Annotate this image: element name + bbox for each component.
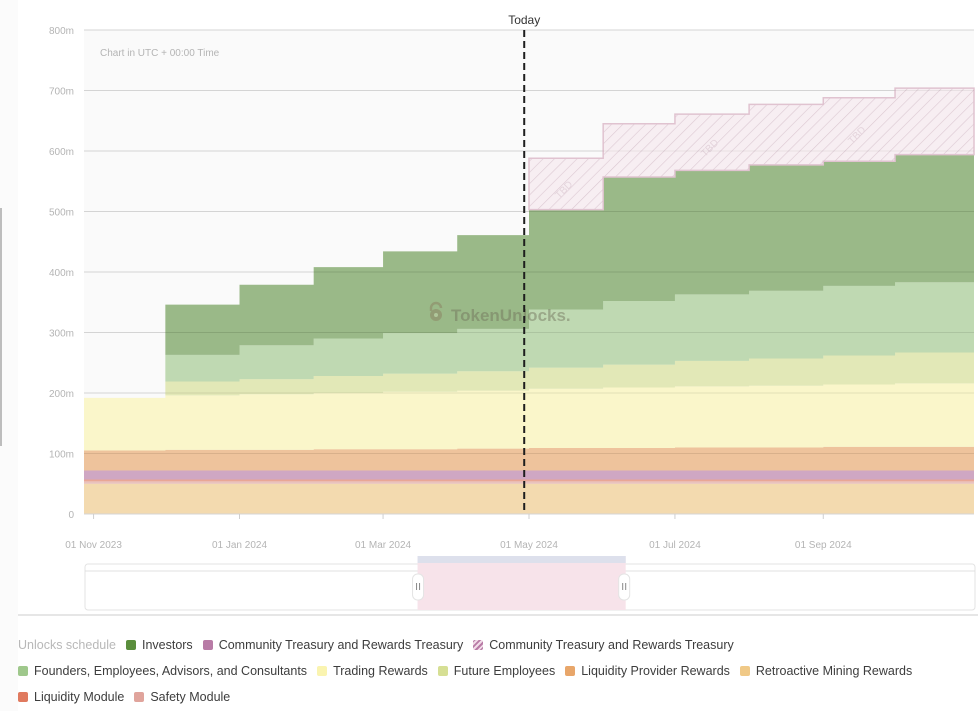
range-selector[interactable] [84, 556, 976, 611]
legend-swatch [437, 666, 448, 676]
legend-swatch-hatched [473, 640, 484, 650]
y-tick-label: 300m [49, 329, 74, 340]
legend-row: Unlocks schedule Investors Community Tre… [18, 632, 968, 658]
page-scroll-indicator [0, 208, 2, 446]
area-future-employees [84, 352, 974, 398]
legend-label: Founders, Employees, Advisors, and Consu… [34, 664, 308, 678]
legend-label: Retroactive Mining Rewards [755, 664, 913, 678]
legend-title: Unlocks schedule [18, 638, 116, 652]
legend-swatch [18, 692, 28, 702]
legend-label: Community Treasury and Rewards Treasury [489, 638, 734, 652]
y-tick-label: 400m [49, 268, 74, 279]
legend-swatch [125, 640, 136, 650]
legend-item-community-treasury[interactable]: Community Treasury and Rewards Treasury [202, 632, 464, 658]
area-liquidity-module [84, 479, 974, 482]
legend-swatch [134, 692, 145, 702]
y-tick-label: 700m [49, 87, 74, 98]
watermark: TokenUnlocks. [429, 301, 571, 325]
y-tick-label: 100m [49, 450, 74, 461]
legend-label: Liquidity Module [34, 690, 125, 704]
area-retroactive-mining-rewards [84, 483, 974, 514]
y-tick-label: 800m [49, 26, 74, 37]
legend-swatch [18, 666, 28, 676]
legend-swatch [317, 666, 328, 676]
x-tick-label: 01 Nov 2023 [65, 540, 122, 551]
x-tick-label: 01 Jan 2024 [212, 540, 267, 551]
grid-overlay [84, 29, 974, 454]
today-label: Today [508, 13, 540, 27]
x-tick-label: 01 May 2024 [500, 540, 558, 551]
legend-label: Safety Module [150, 690, 231, 704]
range-handle-right[interactable] [618, 573, 631, 601]
stacked-areas [84, 154, 974, 514]
watermark-text: TokenUnlocks. [451, 306, 571, 325]
legend-item-future-employees[interactable]: Future Employees [437, 658, 556, 684]
area-investors [84, 154, 974, 398]
range-selection[interactable] [417, 556, 626, 610]
legend-item-founders[interactable]: Founders, Employees, Advisors, and Consu… [18, 658, 307, 684]
legend-item-investors[interactable]: Investors [125, 632, 193, 658]
legend-item-retroactive-mining-rewards[interactable]: Retroactive Mining Rewards [739, 658, 913, 684]
legend-row: Founders, Employees, Advisors, and Consu… [18, 658, 968, 684]
lock-icon [429, 301, 443, 321]
page-left-margin [0, 0, 18, 711]
legend: Unlocks schedule Investors Community Tre… [18, 632, 968, 710]
legend-swatch [565, 666, 576, 676]
y-tick-label: 0 [68, 510, 74, 521]
range-drag-bar[interactable] [417, 556, 626, 563]
legend-label: Investors [141, 638, 193, 652]
legend-row: Liquidity Module Safety Module [18, 684, 968, 710]
legend-item-liquidity-module[interactable]: Liquidity Module [18, 684, 124, 710]
area-community-treasury-tbd [528, 87, 975, 211]
timezone-note: Chart in UTC + 00:00 Time [100, 48, 220, 59]
y-axis: 0 100m 200m 300m 400m 500m 600m 700m 800m [49, 26, 74, 521]
legend-swatch [202, 640, 213, 650]
legend-label: Community Treasury and Rewards Treasury [218, 638, 464, 652]
legend-label: Trading Rewards [333, 664, 428, 678]
x-tick-label: 01 Mar 2024 [355, 540, 412, 551]
y-tick-label: 500m [49, 208, 74, 219]
legend-divider [18, 614, 978, 616]
area-safety-module [84, 481, 974, 484]
x-axis: 01 Nov 2023 01 Jan 2024 01 Mar 2024 01 May … [65, 513, 974, 551]
x-tick-label: 01 Sep 2024 [795, 540, 852, 551]
y-tick-label: 200m [49, 389, 74, 400]
area-liquidity-provider-rewards [84, 446, 974, 471]
legend-label: Future Employees [453, 664, 556, 678]
y-tick-label: 600m [49, 147, 74, 158]
range-handle-left[interactable] [412, 573, 425, 601]
area-community-treasury-and-rewards-treasury [84, 470, 974, 480]
legend-item-community-treasury-tbd[interactable]: Community Treasury and Rewards Treasury [473, 632, 734, 658]
legend-item-trading-rewards[interactable]: Trading Rewards [317, 658, 428, 684]
area-founders-employees-advisors-and-consultants [84, 282, 974, 398]
legend-item-safety-module[interactable]: Safety Module [134, 684, 230, 710]
legend-swatch [739, 666, 750, 676]
area-trading-rewards [84, 383, 974, 451]
x-tick-label: 01 Jul 2024 [649, 540, 701, 551]
legend-item-liquidity-provider-rewards[interactable]: Liquidity Provider Rewards [565, 658, 730, 684]
legend-label: Liquidity Provider Rewards [581, 664, 730, 678]
